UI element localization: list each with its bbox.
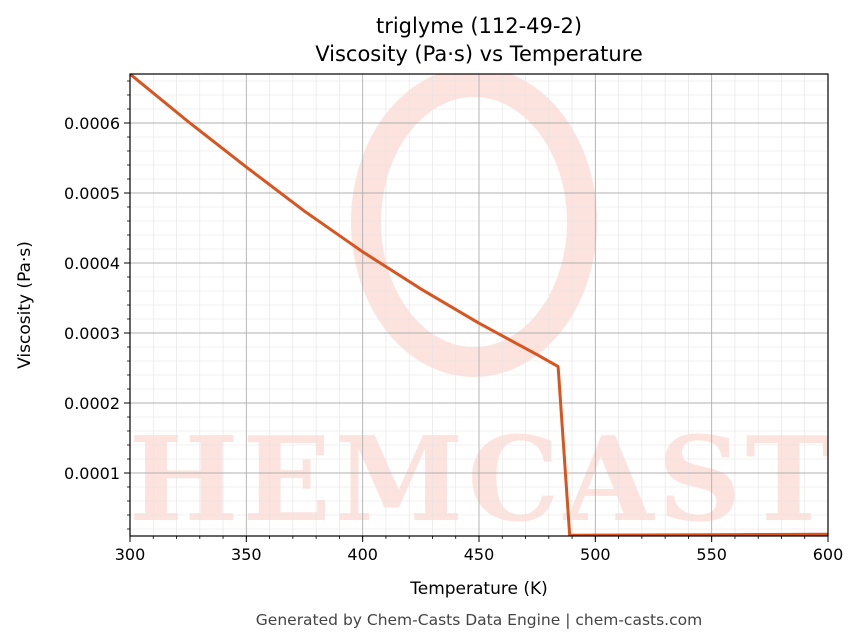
series-line-viscosity <box>130 74 828 536</box>
y-tick-label: 0.0003 <box>64 324 120 343</box>
watermark-text: CHEMCASTS <box>33 412 863 548</box>
y-tick-label: 0.0005 <box>64 184 120 203</box>
x-axis-label: Temperature (K) <box>409 579 548 599</box>
y-tick-label: 0.0006 <box>64 114 120 133</box>
major-grid <box>130 74 828 536</box>
x-tick-label: 450 <box>464 545 495 564</box>
x-tick-label: 500 <box>580 545 611 564</box>
x-axis: 300 350 400 450 500 550 600 <box>115 536 844 564</box>
x-tick-label: 300 <box>115 545 146 564</box>
footer-credit: Generated by Chem-Casts Data Engine | ch… <box>256 611 702 629</box>
chart-title: triglyme (112-49-2) <box>376 14 582 38</box>
y-axis: 0.0001 0.0002 0.0003 0.0004 0.0005 0.0006 <box>64 80 130 530</box>
x-tick-label: 350 <box>231 545 262 564</box>
x-tick-label: 400 <box>347 545 378 564</box>
watermark-ring-icon <box>351 74 597 377</box>
chart-subtitle: Viscosity (Pa·s) vs Temperature <box>315 42 643 66</box>
x-tick-label: 600 <box>813 545 844 564</box>
x-tick-label: 550 <box>696 545 727 564</box>
y-tick-label: 0.0002 <box>64 394 120 413</box>
y-tick-label: 0.0001 <box>64 464 120 483</box>
y-tick-label: 0.0004 <box>64 254 120 273</box>
y-axis-label: Viscosity (Pa·s) <box>15 241 35 369</box>
